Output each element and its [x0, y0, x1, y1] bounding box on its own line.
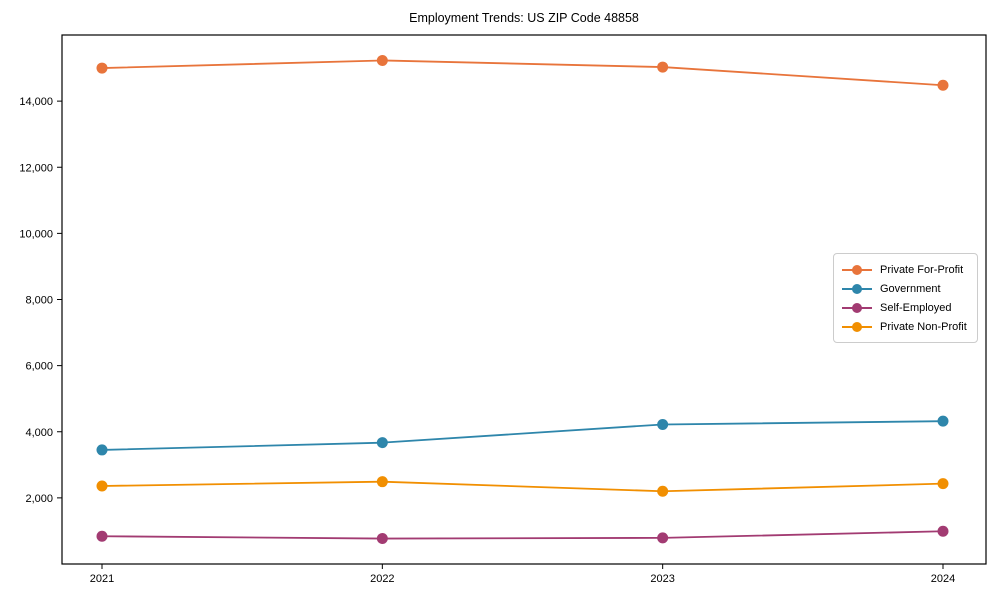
series-marker: [376, 437, 388, 449]
series-marker: [657, 418, 669, 430]
series-marker: [937, 525, 949, 537]
series-marker: [96, 530, 108, 542]
legend-line-marker-icon: [842, 264, 872, 275]
series-line: [101, 420, 944, 451]
series-marker: [657, 532, 669, 544]
legend-item: Self-Employed: [842, 298, 969, 317]
x-tick-label: 2024: [931, 573, 955, 585]
series-marker: [376, 533, 388, 545]
series-marker: [937, 415, 949, 427]
legend-item: Private For-Profit: [842, 260, 969, 279]
legend-line-marker-icon: [842, 321, 872, 332]
series-line: [101, 480, 944, 493]
legend-dot-icon: [852, 302, 862, 313]
legend-dot-icon: [852, 283, 862, 294]
x-tick-label: 2023: [650, 573, 674, 585]
y-tick-label: 8,000: [25, 295, 53, 307]
series-line: [101, 59, 944, 87]
x-tick-label: 2022: [370, 573, 394, 585]
series-marker: [96, 62, 108, 74]
series-marker: [376, 54, 388, 66]
chart-legend: Private For-Profit Government Self-Employe…: [833, 253, 978, 343]
series-marker: [657, 61, 669, 73]
legend-line-marker-icon: [842, 302, 872, 313]
series-marker: [937, 478, 949, 490]
series-marker: [96, 444, 108, 456]
y-tick-label: 12,000: [19, 162, 53, 174]
legend-line-marker-icon: [842, 283, 872, 294]
series-line: [101, 530, 944, 540]
y-tick-label: 14,000: [19, 96, 53, 108]
y-tick-label: 6,000: [25, 361, 53, 373]
legend-label: Government: [880, 282, 941, 295]
legend-item: Government: [842, 279, 969, 298]
x-tick-label: 2021: [90, 573, 114, 585]
legend-dot-icon: [852, 264, 862, 275]
series-marker: [96, 480, 108, 492]
legend-label: Self-Employed: [880, 301, 952, 314]
legend-dot-icon: [852, 321, 862, 332]
y-tick-label: 4,000: [25, 427, 53, 439]
legend-label: Private Non-Profit: [880, 320, 967, 333]
legend-label: Private For-Profit: [880, 263, 964, 276]
series-marker: [657, 485, 669, 497]
chart-title: Employment Trends: US ZIP Code 48858: [409, 11, 639, 25]
legend-item: Private Non-Profit: [842, 317, 969, 336]
y-tick-label: 10,000: [19, 228, 53, 240]
series-marker: [937, 79, 949, 91]
series-marker: [376, 476, 388, 488]
y-tick-label: 2,000: [25, 493, 53, 505]
